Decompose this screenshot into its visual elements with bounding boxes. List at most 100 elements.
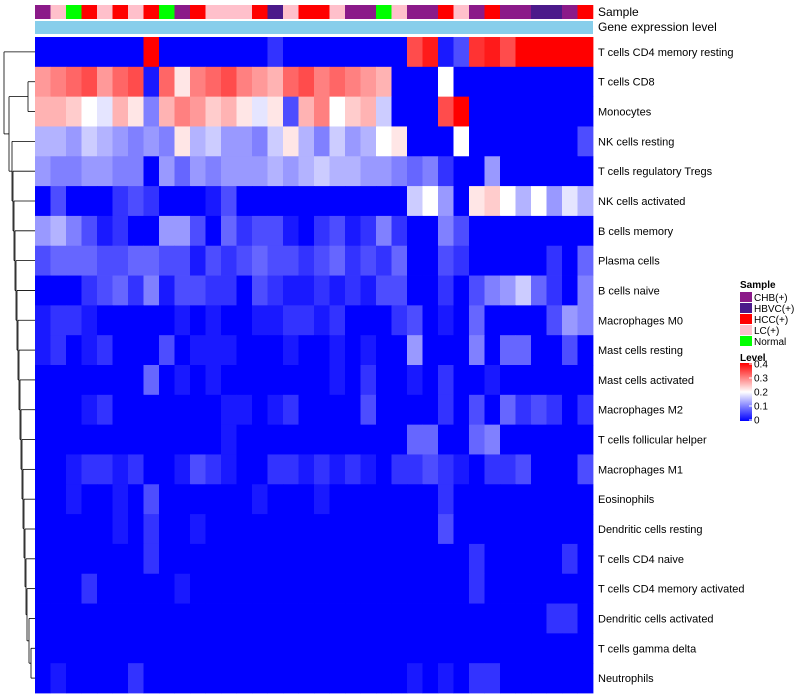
heatmap-cell <box>283 424 299 455</box>
legend-sample-label: Normal <box>754 337 786 348</box>
heatmap-cell <box>345 543 361 575</box>
heatmap-cell <box>143 603 160 634</box>
heatmap-cell <box>236 603 253 634</box>
heatmap-cell <box>221 454 237 485</box>
heatmap-cell <box>97 424 113 455</box>
heatmap-cell <box>159 37 175 68</box>
heatmap-cell <box>112 573 129 604</box>
sample-annotation-cell <box>391 5 408 19</box>
heatmap-cell <box>391 96 408 127</box>
heatmap-cell <box>407 275 423 306</box>
heatmap-cell <box>422 186 439 217</box>
heatmap-cell <box>577 66 594 98</box>
heatmap-cell <box>50 573 67 604</box>
heatmap-cell <box>283 543 299 575</box>
heatmap-cell <box>329 543 346 575</box>
heatmap-cell <box>531 37 547 68</box>
heatmap-cell <box>515 365 532 396</box>
heatmap-cell <box>252 215 268 247</box>
sample-annotation-cell <box>159 5 175 19</box>
heatmap-cell <box>438 573 454 604</box>
heatmap-cell <box>221 543 237 575</box>
heatmap-cell <box>50 126 67 157</box>
heatmap-cell <box>283 454 299 485</box>
heatmap-cell <box>422 66 439 98</box>
heatmap-cell <box>531 424 547 455</box>
heatmap-cell <box>283 603 299 634</box>
heatmap-cell <box>577 245 594 276</box>
heatmap-cell <box>221 275 237 306</box>
heatmap-cell <box>97 573 113 604</box>
heatmap-cell <box>438 66 454 98</box>
heatmap-cell <box>66 156 82 187</box>
heatmap-cell <box>345 514 361 545</box>
heatmap-cell <box>407 394 423 426</box>
heatmap-cell <box>205 156 222 187</box>
heatmap-cell <box>298 573 315 604</box>
heatmap-cell <box>66 365 82 396</box>
heatmap-cell <box>97 156 113 187</box>
heatmap-cell <box>190 514 206 545</box>
heatmap-cell <box>35 424 51 455</box>
heatmap-cell <box>143 66 160 98</box>
heatmap-cell <box>562 514 578 545</box>
heatmap-cell <box>35 275 51 306</box>
heatmap-cell <box>298 394 315 426</box>
heatmap-cell <box>546 514 563 545</box>
heatmap-cell <box>66 305 82 336</box>
heatmap-cell <box>438 156 454 187</box>
sample-annotation-cell <box>515 5 532 19</box>
legend-sample-swatch <box>740 303 752 313</box>
heatmap-cell <box>81 484 98 515</box>
heatmap-cell <box>546 335 563 366</box>
heatmap-cell <box>267 663 284 694</box>
heatmap-cell <box>345 484 361 515</box>
heatmap-cell <box>531 335 547 366</box>
heatmap-cell <box>484 335 501 366</box>
row-label: Macrophages M1 <box>598 464 683 476</box>
heatmap-cell <box>267 275 284 306</box>
heatmap-cell <box>143 365 160 396</box>
legend-sample-swatch <box>740 325 752 335</box>
heatmap-cell <box>329 365 346 396</box>
legend-sample-title: Sample <box>740 280 776 291</box>
heatmap-cell <box>407 663 423 694</box>
heatmap-cell <box>515 514 532 545</box>
heatmap-cell <box>35 484 51 515</box>
heatmap-cell <box>546 484 563 515</box>
row-label: Macrophages M0 <box>598 315 683 327</box>
heatmap-cell <box>453 484 470 515</box>
sample-annotation-track <box>35 5 594 19</box>
sample-annotation-cell <box>500 5 516 19</box>
heatmap-cell <box>391 633 408 664</box>
heatmap-cell <box>174 186 191 217</box>
heatmap-cell <box>329 37 346 68</box>
heatmap-cell <box>81 514 98 545</box>
heatmap-cell <box>267 543 284 575</box>
heatmap-cell <box>298 365 315 396</box>
row-label: B cells memory <box>598 226 674 238</box>
heatmap-cell <box>159 126 175 157</box>
heatmap-cell <box>159 66 175 98</box>
heatmap-cell <box>252 66 268 98</box>
heatmap-cell <box>205 186 222 217</box>
heatmap-cell <box>329 66 346 98</box>
heatmap-cell <box>174 573 191 604</box>
heatmap-cell <box>159 573 175 604</box>
heatmap-cell <box>422 484 439 515</box>
heatmap-cell <box>236 156 253 187</box>
sample-annotation-cell <box>50 5 67 19</box>
heatmap-cell <box>515 275 532 306</box>
heatmap-cell <box>190 335 206 366</box>
heatmap-cell <box>407 514 423 545</box>
heatmap-cell <box>66 454 82 485</box>
heatmap-cell <box>81 335 98 366</box>
heatmap-cell <box>221 365 237 396</box>
heatmap-cell <box>546 573 563 604</box>
heatmap-cell <box>345 245 361 276</box>
heatmap-cell <box>360 126 377 157</box>
heatmap-cell <box>143 96 160 127</box>
heatmap-cell <box>360 245 377 276</box>
heatmap-cell <box>515 305 532 336</box>
heatmap-cell <box>159 424 175 455</box>
